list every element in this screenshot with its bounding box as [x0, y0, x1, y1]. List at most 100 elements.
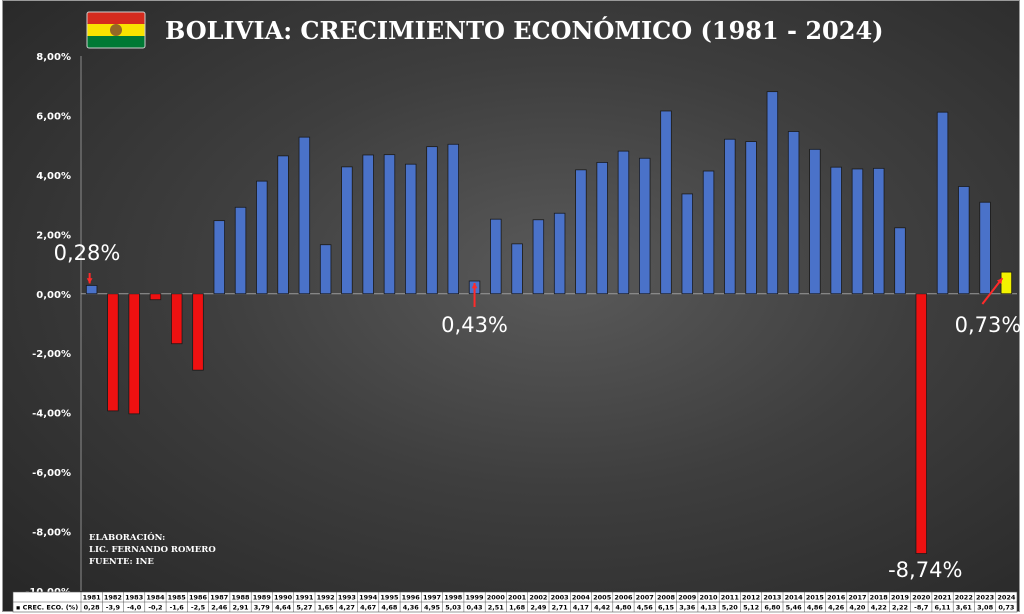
table-value-2016: 4,26 — [828, 604, 845, 612]
table-value-1994: 4,67 — [360, 604, 376, 612]
bar-2017 — [851, 168, 864, 295]
table-value-1991: 5,27 — [296, 604, 312, 612]
table-year-2015: 2015 — [806, 594, 825, 602]
bar-1997 — [426, 146, 438, 295]
table-value-1988: 2,91 — [233, 604, 250, 612]
table-year-2002: 2002 — [529, 594, 547, 602]
bar-1990 — [277, 155, 289, 295]
credits-line-1: ELABORACIÓN: — [89, 531, 165, 543]
credits: ELABORACIÓN: LIC. FERNANDO ROMERO FUENTE… — [89, 531, 216, 567]
table-year-2007: 2007 — [636, 594, 654, 602]
table-value-2022: 3,61 — [956, 604, 973, 612]
arrow-2024-head — [996, 278, 1003, 285]
table-year-1985: 1985 — [168, 594, 187, 602]
table-year-2012: 2012 — [742, 594, 760, 602]
table-value-2013: 6,80 — [764, 604, 781, 612]
table-value-2009: 3,36 — [679, 604, 696, 612]
annotation-2020: -8,74% — [888, 558, 962, 582]
table-year-2016: 2016 — [827, 594, 846, 602]
table-value-1982: -3,9 — [106, 604, 121, 612]
table-value-2020: -8,7 — [914, 604, 928, 612]
table-year-1993: 1993 — [338, 594, 356, 602]
table-year-2011: 2011 — [721, 594, 740, 602]
bar-2016 — [830, 166, 842, 295]
bar-1986 — [192, 293, 204, 371]
table-value-2000: 2,51 — [488, 604, 505, 612]
table-value-2024: 0,73 — [998, 604, 1014, 612]
table-value-1983: -4,0 — [127, 604, 142, 612]
bar-2020 — [915, 293, 927, 554]
y-tick-label: 4,00% — [36, 171, 71, 182]
table-year-1998: 1998 — [444, 594, 463, 602]
annotation-1981: 0,28% — [54, 241, 121, 265]
credits-line-3: FUENTE: INE — [89, 557, 154, 567]
bar-2008 — [660, 110, 672, 295]
bar-2003 — [553, 212, 566, 295]
table-value-2003: 2,71 — [552, 604, 569, 612]
table-year-2009: 2009 — [678, 594, 697, 602]
bar-1989 — [256, 180, 268, 295]
table-value-2001: 1,68 — [509, 604, 526, 612]
bar-2005 — [596, 162, 608, 295]
table-year-1991: 1991 — [295, 594, 314, 602]
bar-2010 — [702, 170, 715, 295]
table-year-2001: 2001 — [508, 594, 527, 602]
table-value-2021: 6,11 — [935, 604, 952, 612]
table-year-1989: 1989 — [253, 594, 272, 602]
bar-2023 — [979, 201, 991, 295]
table-year-2022: 2022 — [955, 594, 973, 602]
bar-1998 — [447, 143, 459, 295]
table-year-1983: 1983 — [125, 594, 143, 602]
y-tick-label: -6,00% — [32, 468, 71, 479]
table-value-2004: 4,17 — [573, 604, 589, 612]
table-value-2015: 4,86 — [807, 604, 824, 612]
table-year-2014: 2014 — [785, 594, 804, 602]
table-value-1990: 4,64 — [275, 604, 292, 612]
table-year-2004: 2004 — [572, 594, 591, 602]
table-year-1994: 1994 — [359, 594, 378, 602]
table-year-1981: 1981 — [83, 594, 102, 602]
bar-2015 — [809, 148, 821, 295]
bar-1993 — [341, 166, 353, 295]
arrow-1981-head — [86, 278, 93, 284]
bar-1991 — [298, 136, 311, 295]
table-year-1988: 1988 — [231, 594, 250, 602]
bar-2013 — [766, 91, 779, 295]
bar-2004 — [575, 169, 587, 295]
table-value-2017: 4,20 — [849, 604, 866, 612]
table-value-1996: 4,36 — [403, 604, 420, 612]
table-value-2014: 5,46 — [786, 604, 803, 612]
y-tick-label: 6,00% — [36, 111, 71, 122]
table-year-1999: 1999 — [465, 594, 484, 602]
table-year-2017: 2017 — [848, 594, 866, 602]
table-value-2019: 2,22 — [892, 604, 908, 612]
bar-2022 — [958, 186, 970, 295]
bar-1992 — [319, 244, 332, 295]
table-year-1990: 1990 — [274, 594, 293, 602]
table-year-1982: 1982 — [104, 594, 122, 602]
bar-2002 — [532, 219, 545, 295]
table-value-1998: 5,03 — [445, 604, 461, 612]
table-year-2006: 2006 — [614, 594, 633, 602]
table-value-1985: -1,6 — [170, 604, 185, 612]
table-year-1986: 1986 — [189, 594, 208, 602]
table-value-1987: 2,46 — [211, 604, 228, 612]
table-value-1989: 3,79 — [254, 604, 271, 612]
annotations: 0,28% 0,43% 0,73% -8,74% — [54, 241, 1021, 582]
table-year-2020: 2020 — [912, 594, 931, 602]
table-value-2007: 4,56 — [637, 604, 654, 612]
bars — [85, 91, 1013, 554]
bar-1987 — [213, 220, 225, 295]
table-value-2018: 4,22 — [871, 604, 887, 612]
y-tick-label: -4,00% — [32, 409, 71, 420]
table-year-2018: 2018 — [870, 594, 889, 602]
bar-1996 — [405, 163, 417, 295]
annotation-2024: 0,73% — [955, 313, 1021, 337]
bar-2014 — [787, 131, 800, 295]
table-value-2011: 5,20 — [722, 604, 739, 612]
y-tick-label: 8,00% — [36, 52, 71, 63]
table-value-2008: 6,15 — [658, 604, 675, 612]
bar-2011 — [724, 138, 736, 295]
table-year-1995: 1995 — [380, 594, 399, 602]
